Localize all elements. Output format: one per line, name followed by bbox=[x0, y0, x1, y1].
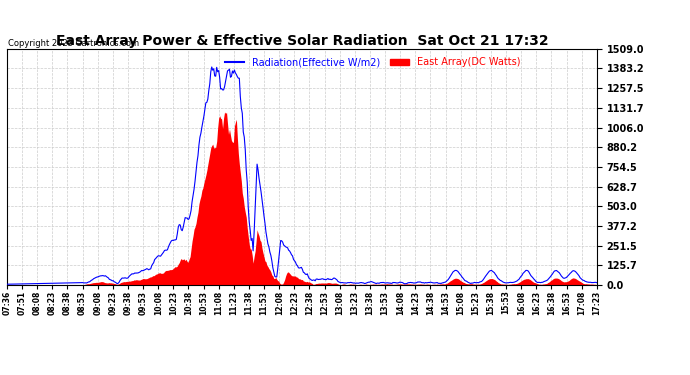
Legend: Radiation(Effective W/m2), East Array(DC Watts): Radiation(Effective W/m2), East Array(DC… bbox=[221, 54, 524, 71]
Text: Copyright 2023 Cartronics.com: Copyright 2023 Cartronics.com bbox=[8, 39, 139, 48]
Title: East Array Power & Effective Solar Radiation  Sat Oct 21 17:32: East Array Power & Effective Solar Radia… bbox=[56, 34, 548, 48]
